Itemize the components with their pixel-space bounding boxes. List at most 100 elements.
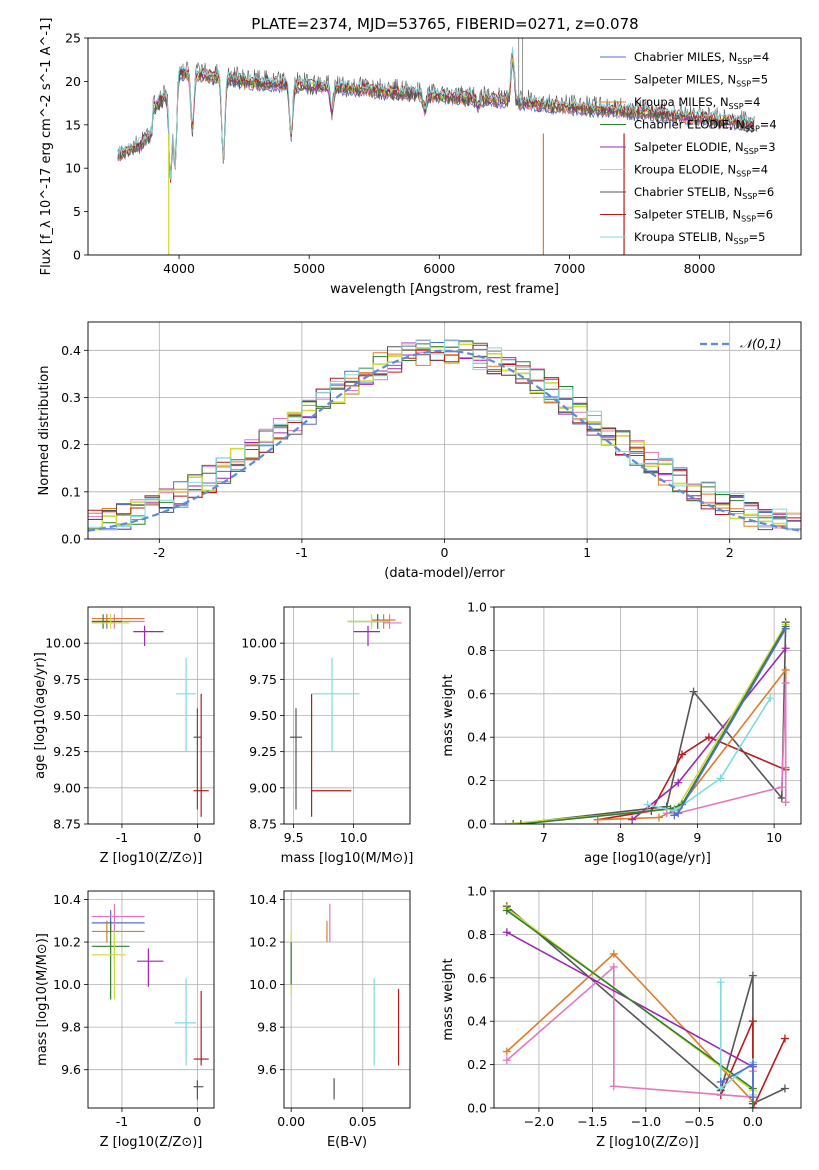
weight-vs-age-ytick-label: 0.6 bbox=[467, 686, 487, 701]
mass-vs-Z-ytick-label: 9.8 bbox=[61, 1020, 81, 1035]
mass-vs-ebv-ytick-label: 10.2 bbox=[249, 935, 277, 950]
spectrum-frame bbox=[87, 37, 802, 256]
age-vs-mass-ytick-label: 9.50 bbox=[249, 708, 277, 723]
weight-vs-age-point-marker bbox=[643, 800, 652, 809]
spectrum-xtick-label: 8000 bbox=[684, 261, 716, 276]
legend-label-count: =6 bbox=[757, 185, 774, 199]
mass-vs-Z-ytick-label: 10.0 bbox=[53, 977, 81, 992]
legend-label-sub: SSP bbox=[729, 102, 744, 111]
age-vs-Z-ytick-label: 9.00 bbox=[53, 780, 81, 795]
weight-vs-age-ytick-label: 0.4 bbox=[467, 730, 487, 745]
spectrum-ytick-label: 25 bbox=[65, 31, 81, 46]
residuals-panel: -2 -1 0 1 2 0.0 0.1 0.2 0.3 0.4 (data-model)/error… bbox=[37, 321, 802, 581]
age-vs-Z-ytick-label: 9.25 bbox=[53, 744, 81, 759]
residual-legend-label: 𝒩(0,1) bbox=[740, 336, 782, 351]
age-vs-Z-ytick-label: 8.75 bbox=[53, 817, 81, 832]
legend-label-sub: SSP bbox=[737, 57, 752, 66]
age-vs-mass-frame bbox=[283, 606, 411, 825]
legend-label-sub: SSP bbox=[741, 215, 756, 224]
legend-label-count: =4 bbox=[751, 163, 768, 177]
mass-vs-ebv-ytick-label: 10.4 bbox=[249, 892, 277, 907]
weight-vs-Z-ytick-label: 1.0 bbox=[467, 884, 487, 899]
age-vs-mass-ytick-label: 9.00 bbox=[249, 780, 277, 795]
residuals-xtick-label: 1 bbox=[583, 545, 591, 560]
weight-vs-Z-ytick-label: 0.6 bbox=[467, 970, 487, 985]
weight-vs-age-point-marker bbox=[501, 820, 510, 824]
weight-vs-age-plot-area bbox=[501, 618, 790, 824]
legend-label: Chabrier MILES, NSSP=4 bbox=[634, 50, 769, 66]
spectrum-series-line bbox=[117, 49, 755, 176]
age-vs-mass-panel: 9.5 10.0 8.75 9.00 9.25 9.50 9.75 10.00 mass [lo… bbox=[241, 606, 413, 866]
spectrum-xtick-label: 7000 bbox=[553, 261, 585, 276]
legend-label-text: Salpeter STELIB, N bbox=[634, 208, 741, 222]
legend-label-text: Salpeter ELODIE, N bbox=[634, 140, 744, 154]
age-vs-Z-ylabel: age [log10(age/yr)] bbox=[33, 652, 48, 779]
weight-vs-Z-point-marker bbox=[716, 978, 725, 987]
weight-vs-age-series-line bbox=[520, 626, 787, 824]
weight-vs-age-point-marker bbox=[628, 815, 637, 824]
weight-vs-age-point-marker bbox=[655, 813, 664, 822]
mass-vs-Z-ytick-label: 9.6 bbox=[61, 1062, 81, 1077]
weight-vs-age-point-marker bbox=[678, 750, 687, 759]
weight-vs-age-point-marker bbox=[704, 733, 713, 742]
weight-vs-age-point-marker bbox=[781, 624, 790, 633]
mass-vs-Z-frame bbox=[87, 890, 215, 1109]
mass-vs-ebv-xlabel: E(B-V) bbox=[327, 1135, 367, 1150]
residuals-frame bbox=[87, 321, 802, 540]
weight-vs-age-xtick-label: 8 bbox=[617, 830, 625, 845]
weight-vs-Z-panel: −2.0 −1.5 −1.0 −0.5 0.0 0.0 0.2 0.4 0.6 0.8 1.0 Z [… bbox=[441, 884, 802, 1150]
spectrum-ytick-label: 10 bbox=[65, 161, 81, 176]
legend-label-text: Kroupa STELIB, N bbox=[634, 230, 734, 244]
weight-vs-age-point-marker bbox=[674, 809, 683, 818]
residuals-ytick-label: 0.4 bbox=[61, 343, 81, 358]
weight-vs-Z-point-marker bbox=[502, 906, 511, 915]
residuals-ytick-label: 0.3 bbox=[61, 390, 81, 405]
residuals-ytick-label: 0.2 bbox=[61, 437, 81, 452]
spectrum-ytick-label: 20 bbox=[65, 74, 81, 89]
weight-vs-Z-series-line bbox=[506, 909, 754, 1108]
weight-vs-age-point-marker bbox=[662, 809, 671, 818]
age-vs-Z-frame bbox=[87, 606, 215, 825]
age-vs-mass-ytick-label: 9.25 bbox=[249, 744, 277, 759]
spectrum-ylabel: Flux [f_λ 10^-17 erg cm^-2 s^-1 A^-1] bbox=[39, 18, 54, 276]
weight-vs-age-ytick-label: 0.8 bbox=[467, 643, 487, 658]
legend-label-text: Salpeter MILES, N bbox=[634, 73, 736, 87]
spectrum-xtick-label: 5000 bbox=[293, 261, 325, 276]
age-vs-Z-ytick-label: 9.50 bbox=[53, 708, 81, 723]
spectrum-xlabel: wavelength [Angstrom, rest frame] bbox=[330, 282, 559, 297]
weight-vs-Z-xtick-label: 0.0 bbox=[743, 1114, 763, 1129]
weight-vs-Z-point-marker bbox=[502, 1047, 511, 1056]
weight-vs-Z-point-marker bbox=[748, 1093, 757, 1102]
weight-vs-Z-point-marker bbox=[748, 1104, 757, 1108]
spectrum-ytick-label: 15 bbox=[65, 117, 81, 132]
weight-vs-age-series-line bbox=[597, 736, 787, 821]
mass-vs-ebv-xtick-label: 0.00 bbox=[277, 1114, 305, 1129]
residual-histogram bbox=[88, 339, 801, 531]
age-vs-mass-ytick-label: 8.75 bbox=[249, 817, 277, 832]
age-vs-Z-xtick-label: 0 bbox=[193, 830, 201, 845]
spectrum-ytick-label: 5 bbox=[73, 204, 81, 219]
weight-vs-age-xtick-label: 10 bbox=[766, 830, 782, 845]
legend-label-text: Chabrier ELODIE, N bbox=[634, 118, 745, 132]
legend-label: Salpeter MILES, NSSP=5 bbox=[634, 73, 768, 89]
legend-label: Chabrier STELIB, NSSP=6 bbox=[634, 185, 774, 201]
spectrum-plot-area bbox=[117, 38, 755, 255]
legend-label-sub: SSP bbox=[745, 125, 760, 134]
mass-vs-ebv-ytick-label: 9.6 bbox=[257, 1062, 277, 1077]
weight-vs-Z-point-marker bbox=[748, 971, 757, 980]
weight-vs-age-point-marker bbox=[777, 783, 786, 792]
spectrum-xtick-label: 4000 bbox=[163, 261, 195, 276]
weight-vs-Z-xtick-label: −2.0 bbox=[524, 1114, 554, 1129]
residuals-plot-area bbox=[88, 339, 801, 532]
weight-vs-Z-point-marker bbox=[609, 962, 618, 971]
weight-vs-Z-point-marker bbox=[502, 928, 511, 937]
mass-vs-Z-ytick-label: 10.4 bbox=[53, 892, 81, 907]
weight-vs-Z-xtick-label: −0.5 bbox=[684, 1114, 714, 1129]
residuals-xtick-label: -2 bbox=[153, 545, 165, 560]
weight-vs-age-point-marker bbox=[716, 774, 725, 783]
weight-vs-Z-series-line bbox=[506, 952, 754, 1108]
weight-vs-Z-xlabel: Z [log10(Z/Z⊙)] bbox=[596, 1135, 699, 1150]
legend-label-count: =4 bbox=[744, 95, 761, 109]
